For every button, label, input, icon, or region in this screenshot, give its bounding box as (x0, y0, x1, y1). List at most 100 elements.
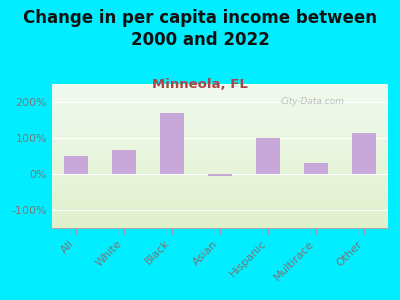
Bar (52, 198, 388, 199)
Bar (52, 122, 388, 123)
Bar (52, 173, 388, 174)
Bar (208, 174, 232, 176)
Bar (52, 103, 388, 104)
Bar (52, 132, 388, 133)
Bar (52, 223, 388, 224)
Bar (52, 199, 388, 200)
Bar (52, 166, 388, 167)
Bar (52, 210, 388, 211)
Bar (52, 98, 388, 99)
Bar (52, 128, 388, 129)
Bar (52, 214, 388, 215)
Bar (52, 158, 388, 159)
Bar (52, 134, 388, 135)
Bar (52, 154, 388, 155)
Bar (52, 133, 388, 134)
Bar (52, 139, 388, 140)
Bar (52, 190, 388, 191)
Bar (52, 111, 388, 112)
Bar (52, 215, 388, 216)
Bar (52, 193, 388, 194)
Bar (52, 149, 388, 150)
Bar (52, 227, 388, 228)
Bar (52, 167, 388, 168)
Text: Change in per capita income between
2000 and 2022: Change in per capita income between 2000… (23, 9, 377, 49)
Bar (52, 222, 388, 223)
Bar (304, 163, 328, 174)
Text: City-Data.com: City-Data.com (280, 97, 344, 106)
Bar (52, 124, 388, 125)
Bar (52, 201, 388, 202)
Bar (52, 114, 388, 115)
Bar (52, 130, 388, 131)
Bar (52, 136, 388, 137)
Bar (256, 138, 280, 174)
Bar (52, 110, 388, 111)
Bar (52, 123, 388, 124)
Bar (52, 197, 388, 198)
Bar (52, 163, 388, 164)
Bar (52, 140, 388, 141)
Bar (52, 169, 388, 170)
Bar (52, 183, 388, 184)
Bar (52, 152, 388, 153)
Bar (52, 95, 388, 96)
Bar (64, 156, 88, 174)
Bar (52, 179, 388, 180)
Bar (52, 221, 388, 222)
Bar (52, 119, 388, 120)
Bar (52, 191, 388, 192)
Bar (52, 109, 388, 110)
Bar (52, 100, 388, 101)
Bar (52, 89, 388, 90)
Bar (52, 138, 388, 139)
Bar (52, 188, 388, 189)
Bar (52, 225, 388, 226)
Bar (52, 153, 388, 154)
Bar (52, 146, 388, 147)
Bar (52, 96, 388, 97)
Bar (52, 87, 388, 88)
Bar (52, 108, 388, 109)
Bar (52, 120, 388, 121)
Bar (52, 171, 388, 172)
Bar (112, 149, 136, 174)
Bar (52, 187, 388, 188)
Bar (52, 172, 388, 173)
Bar (52, 162, 388, 163)
Bar (52, 202, 388, 203)
Text: Minneola, FL: Minneola, FL (152, 78, 248, 91)
Bar (52, 196, 388, 197)
Bar (52, 92, 388, 93)
Bar (52, 200, 388, 201)
Bar (52, 219, 388, 220)
Bar (52, 91, 388, 92)
Bar (52, 101, 388, 102)
Bar (52, 192, 388, 193)
Bar (52, 175, 388, 176)
Bar (52, 168, 388, 169)
Bar (52, 224, 388, 225)
Bar (52, 107, 388, 108)
Bar (52, 189, 388, 190)
Bar (52, 194, 388, 195)
Bar (52, 93, 388, 94)
Bar (52, 205, 388, 206)
Bar (52, 85, 388, 86)
Bar (52, 135, 388, 136)
Bar (52, 104, 388, 105)
Bar (52, 141, 388, 142)
Bar (52, 208, 388, 209)
Bar (52, 195, 388, 196)
Bar (352, 133, 376, 174)
Bar (52, 118, 388, 119)
Bar (52, 90, 388, 91)
Bar (52, 165, 388, 166)
Bar (52, 177, 388, 178)
Bar (52, 85, 388, 86)
Bar (52, 105, 388, 106)
Bar (52, 113, 388, 114)
Bar (52, 159, 388, 160)
Bar (52, 106, 388, 107)
Bar (52, 126, 388, 127)
